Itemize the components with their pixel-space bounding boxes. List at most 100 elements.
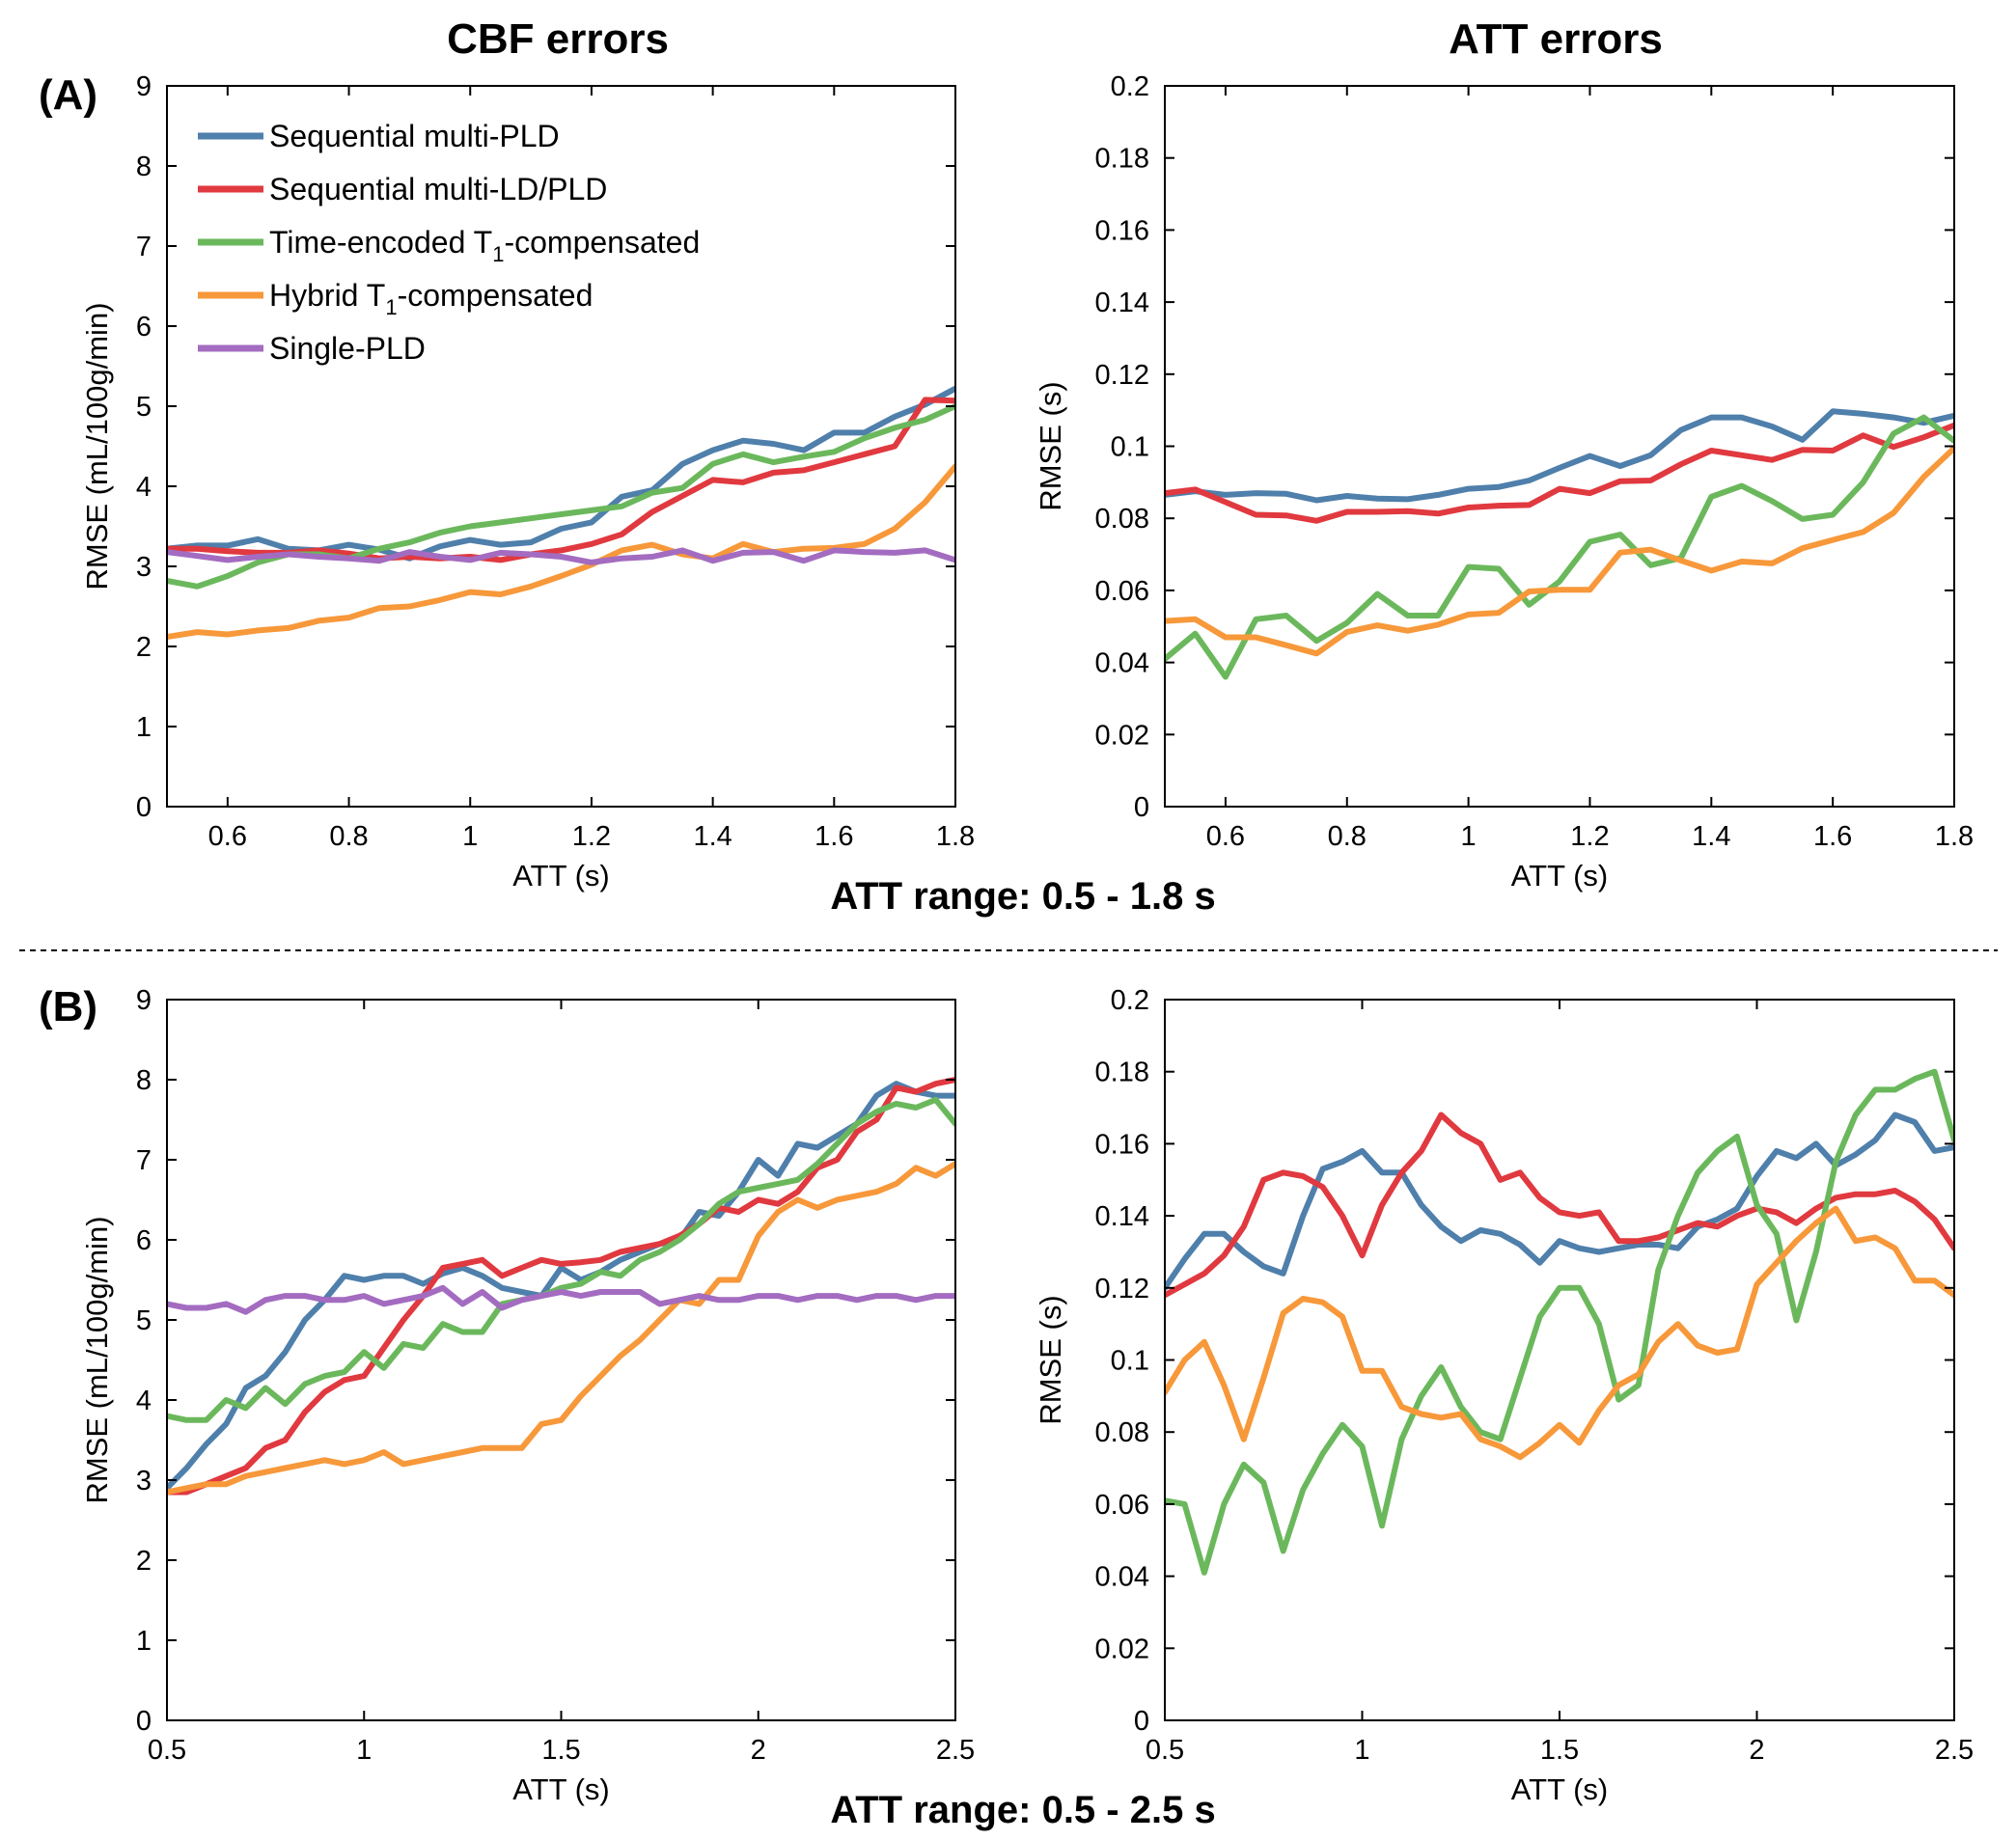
legend-entry: Sequential multi-PLD xyxy=(198,119,560,153)
y-tick-label: 9 xyxy=(136,71,152,102)
y-tick-label: 0.14 xyxy=(1095,1201,1149,1232)
x-tick-label: 1 xyxy=(356,1735,372,1766)
y-tick-label: 0.02 xyxy=(1095,720,1149,751)
y-tick-label: 7 xyxy=(136,1145,152,1176)
y-tick-label: 5 xyxy=(136,392,152,423)
axes-frame xyxy=(1164,999,1955,1721)
series-line-hybrid-t1-compensated xyxy=(167,1161,955,1496)
x-tick-label: 1.2 xyxy=(1570,821,1609,852)
att-range-a-caption: ATT range: 0.5 - 1.8 s xyxy=(830,875,1215,918)
series-group xyxy=(1165,1068,1954,1576)
y-tick-label: 0.16 xyxy=(1095,1129,1149,1160)
x-tick-label: 1.4 xyxy=(693,821,732,852)
series-group xyxy=(167,385,955,640)
panel-b-label: (B) xyxy=(39,983,97,1030)
x-tick-label: 1.6 xyxy=(815,821,853,852)
chart-b-att: 0 0.02 0.04 0.06 0.08 0.1 0.12 0.14 0.16 0.18 0.2 0… xyxy=(1034,985,1974,1806)
axes-frame xyxy=(166,999,956,1721)
chart-a-att: 0 0.02 0.04 0.06 0.08 0.1 0.12 0.14 0.16 0.18 0.2 0… xyxy=(1034,71,1974,893)
y-tick-label: 2 xyxy=(136,1546,152,1577)
series-line-sequential-multi-ld-pld xyxy=(167,1077,955,1496)
y-tick-label: 0.1 xyxy=(1111,432,1149,463)
att-range-b-caption: ATT range: 0.5 - 2.5 s xyxy=(830,1789,1215,1831)
x-tick-label: 2.5 xyxy=(936,1735,975,1766)
series-line-sequential-multi-pld xyxy=(167,385,955,562)
x-tick-label: 0.6 xyxy=(208,821,247,852)
x-tick-label: 1.2 xyxy=(572,821,611,852)
x-tick-label: 1.5 xyxy=(541,1735,580,1766)
x-tick-label: 1.8 xyxy=(1935,821,1974,852)
y-tick-label: 0.12 xyxy=(1095,360,1149,391)
att-column-title: ATT errors xyxy=(1449,15,1663,63)
y-tick-label: 0.1 xyxy=(1111,1346,1149,1377)
x-tick-label: 1 xyxy=(1354,1735,1369,1766)
y-tick-label: 0.2 xyxy=(1111,71,1149,102)
x-tick-label: 0.8 xyxy=(1328,821,1367,852)
y-tick-label: 8 xyxy=(136,151,152,182)
x-tick-label: 1.6 xyxy=(1813,821,1852,852)
y-tick-label: 0.06 xyxy=(1095,576,1149,607)
x-tick-label: 2 xyxy=(751,1735,766,1766)
y-tick-label: 4 xyxy=(136,472,152,503)
series-line-hybrid-t1-compensated xyxy=(1165,1205,1954,1461)
legend-label: Hybrid T1-compensated xyxy=(269,278,593,319)
y-axis-label: RMSE (mL/100g/min) xyxy=(80,1216,114,1503)
x-tick-label: 1 xyxy=(1461,821,1477,852)
y-tick-label: 0.06 xyxy=(1095,1490,1149,1521)
x-tick-label: 2 xyxy=(1749,1735,1764,1766)
legend-label: Single-PLD xyxy=(269,331,426,366)
x-axis-label: ATT (s) xyxy=(512,1772,609,1806)
series-line-single-pld xyxy=(167,1284,955,1315)
series-line-sequential-multi-pld xyxy=(1165,1112,1954,1291)
y-tick-label: 0 xyxy=(136,792,152,823)
series-group xyxy=(167,1077,955,1496)
x-tick-label: 2.5 xyxy=(1935,1735,1974,1766)
y-tick-label: 4 xyxy=(136,1386,152,1416)
x-axis-label: ATT (s) xyxy=(1511,859,1608,893)
legend: Sequential multi-PLD Sequential multi-LD/… xyxy=(198,119,700,366)
series-line-sequential-multi-ld-pld xyxy=(167,397,955,563)
y-tick-label: 0.16 xyxy=(1095,215,1149,246)
legend-entry: Sequential multi-LD/PLD xyxy=(198,172,607,206)
legend-entry: Time-encoded T1-compensated xyxy=(198,225,700,266)
y-tick-label: 0.18 xyxy=(1095,144,1149,175)
y-tick-label: 1 xyxy=(136,1626,152,1657)
y-axis-label: RMSE (mL/100g/min) xyxy=(80,302,114,590)
legend-entry: Single-PLD xyxy=(198,331,426,366)
plots: 0 1 2 3 4 5 6 7 8 9 0.6 0.8 1 1.2 1.4 1.6 1.8 ATT (s) RMSE… xyxy=(80,71,1974,1806)
series-line-sequential-multi-ld-pld xyxy=(1165,422,1954,524)
x-tick-label: 1 xyxy=(462,821,478,852)
y-tick-label: 0.08 xyxy=(1095,1417,1149,1448)
x-tick-label: 1.4 xyxy=(1692,821,1730,852)
legend-label: Sequential multi-PLD xyxy=(269,119,560,153)
y-tick-label: 0 xyxy=(136,1706,152,1737)
series-line-time-encoded-t1-compensated xyxy=(167,1096,955,1423)
y-tick-label: 7 xyxy=(136,232,152,262)
y-tick-label: 8 xyxy=(136,1065,152,1096)
x-axis-label: ATT (s) xyxy=(512,859,609,893)
y-tick-label: 0 xyxy=(1134,1706,1149,1737)
y-tick-label: 0.04 xyxy=(1095,648,1149,679)
series-line-single-pld xyxy=(167,547,955,565)
series-line-hybrid-t1-compensated xyxy=(1165,445,1954,657)
y-tick-label: 0.12 xyxy=(1095,1274,1149,1304)
legend-label: Sequential multi-LD/PLD xyxy=(269,172,607,206)
series-group xyxy=(1165,408,1954,680)
y-tick-label: 0.18 xyxy=(1095,1057,1149,1088)
x-tick-label: 0.5 xyxy=(148,1735,186,1766)
axes-frame xyxy=(166,85,956,808)
y-tick-label: 5 xyxy=(136,1305,152,1336)
series-line-sequential-multi-pld xyxy=(1165,408,1954,504)
x-tick-label: 0.6 xyxy=(1206,821,1245,852)
y-tick-label: 0 xyxy=(1134,792,1149,823)
series-line-sequential-multi-ld-pld xyxy=(1165,1112,1954,1299)
y-tick-label: 2 xyxy=(136,632,152,663)
y-tick-label: 0.04 xyxy=(1095,1562,1149,1593)
series-line-time-encoded-t1-compensated xyxy=(1165,1068,1954,1576)
series-line-sequential-multi-pld xyxy=(167,1081,955,1492)
x-tick-label: 0.8 xyxy=(329,821,368,852)
y-axis-label: RMSE (s) xyxy=(1034,1295,1067,1424)
chart-b-cbf: 0 1 2 3 4 5 6 7 8 9 0.5 1 1.5 2 2.5 ATT (s) RMSE (mL/100… xyxy=(80,985,975,1806)
y-tick-label: 3 xyxy=(136,1466,152,1497)
